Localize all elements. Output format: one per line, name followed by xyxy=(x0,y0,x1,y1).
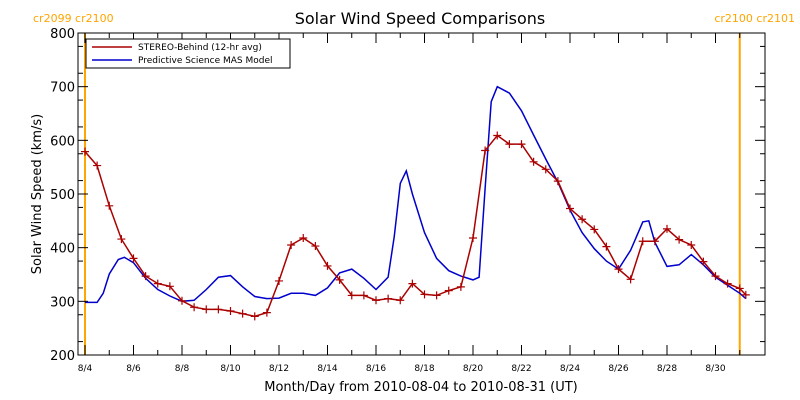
data-point-stereo-behind-54 xyxy=(735,284,744,293)
data-point-stereo-behind-8 xyxy=(178,296,186,305)
x-tick-label-2: 8/8 xyxy=(175,364,190,374)
series-line-mas-model xyxy=(85,85,747,304)
data-point-stereo-behind-47 xyxy=(650,237,659,246)
data-point-stereo-behind-6 xyxy=(153,279,162,288)
x-tick-label-9: 8/22 xyxy=(511,364,531,374)
data-point-stereo-behind-31 xyxy=(456,282,465,291)
series-line-stereo-behind xyxy=(84,134,747,318)
data-point-stereo-behind-7 xyxy=(165,282,174,291)
legend-label-mas-model: Predictive Science MAS Model xyxy=(138,56,273,66)
x-tick-label-0: 8/4 xyxy=(78,364,93,374)
y-tick-label-300: 300 xyxy=(50,295,75,310)
data-point-stereo-behind-24 xyxy=(372,296,380,305)
data-point-stereo-behind-30 xyxy=(444,286,453,295)
plot-frame xyxy=(77,32,766,356)
data-point-stereo-behind-13 xyxy=(238,309,247,318)
y-tick-label-400: 400 xyxy=(50,242,75,257)
x-tick-label-1: 8/6 xyxy=(126,364,141,374)
data-point-stereo-behind-46 xyxy=(638,237,647,246)
x-tick-label-3: 8/10 xyxy=(220,364,240,374)
data-point-stereo-behind-20 xyxy=(323,261,332,270)
data-point-stereo-behind-28 xyxy=(420,290,429,299)
data-point-stereo-behind-51 xyxy=(699,257,708,266)
data-point-stereo-behind-41 xyxy=(578,215,587,224)
data-point-stereo-behind-42 xyxy=(590,225,599,234)
cr-marker-label-0: cr2099 cr2100 xyxy=(33,12,114,25)
data-point-stereo-behind-27 xyxy=(408,279,417,288)
data-point-stereo-behind-37 xyxy=(529,157,538,166)
x-tick-label-7: 8/18 xyxy=(414,364,434,374)
data-point-stereo-behind-5 xyxy=(141,272,150,281)
legend: STEREO-Behind (12-hr avg) Predictive Sci… xyxy=(85,38,291,69)
data-point-stereo-behind-14 xyxy=(250,312,259,321)
y-tick-label-800: 800 xyxy=(50,27,75,42)
data-point-stereo-behind-11 xyxy=(214,305,223,314)
data-point-stereo-behind-21 xyxy=(335,275,344,284)
x-tick-label-4: 8/12 xyxy=(269,364,289,374)
data-point-stereo-behind-52 xyxy=(711,272,720,281)
series-layer xyxy=(81,85,750,321)
data-point-stereo-behind-10 xyxy=(202,305,211,314)
data-point-stereo-behind-25 xyxy=(384,294,393,303)
x-tick-label-11: 8/26 xyxy=(608,364,628,374)
data-point-stereo-behind-34 xyxy=(493,131,502,140)
data-point-stereo-behind-17 xyxy=(287,240,296,249)
x-axis-title: Month/Day from 2010-08-04 to 2010-08-31 … xyxy=(264,380,577,395)
data-point-stereo-behind-55 xyxy=(741,290,750,299)
data-point-stereo-behind-33 xyxy=(481,146,490,155)
data-point-stereo-behind-32 xyxy=(469,234,477,243)
data-point-stereo-behind-45 xyxy=(626,275,635,284)
data-point-stereo-behind-18 xyxy=(299,234,308,243)
data-point-stereo-behind-23 xyxy=(359,291,368,300)
data-point-stereo-behind-9 xyxy=(190,303,199,312)
x-tick-label-5: 8/14 xyxy=(317,364,337,374)
legend-box xyxy=(85,38,291,69)
data-point-stereo-behind-38 xyxy=(541,165,550,174)
chart-title: Solar Wind Speed Comparisons xyxy=(295,9,546,28)
data-point-stereo-behind-29 xyxy=(432,291,441,300)
data-point-stereo-behind-19 xyxy=(311,242,320,251)
data-point-stereo-behind-22 xyxy=(347,291,356,300)
y-tick-label-200: 200 xyxy=(50,349,75,364)
data-point-stereo-behind-49 xyxy=(675,235,684,244)
x-tick-label-12: 8/28 xyxy=(657,364,677,374)
x-tick-label-6: 8/16 xyxy=(366,364,386,374)
y-tick-label-500: 500 xyxy=(50,188,75,203)
legend-label-stereo-behind: STEREO-Behind (12-hr avg) xyxy=(138,43,262,53)
data-point-stereo-behind-0 xyxy=(81,147,89,156)
data-point-stereo-behind-53 xyxy=(723,279,732,288)
data-point-stereo-behind-4 xyxy=(129,254,138,263)
y-axis-ticks: 200 300 400 500 600 700 800 xyxy=(50,27,765,364)
data-point-stereo-behind-35 xyxy=(505,140,514,149)
data-point-stereo-behind-39 xyxy=(553,177,562,186)
data-point-stereo-behind-50 xyxy=(687,240,696,249)
x-tick-label-13: 8/30 xyxy=(705,364,725,374)
y-tick-label-700: 700 xyxy=(50,81,75,96)
data-point-stereo-behind-26 xyxy=(396,296,405,305)
y-axis-title: Solar Wind Speed (km/s) xyxy=(30,114,45,274)
data-point-stereo-behind-16 xyxy=(275,276,283,285)
data-point-stereo-behind-1 xyxy=(93,161,102,170)
data-point-stereo-behind-48 xyxy=(663,224,671,233)
data-point-stereo-behind-36 xyxy=(517,140,526,149)
data-point-stereo-behind-15 xyxy=(262,308,271,317)
x-tick-label-10: 8/24 xyxy=(560,364,580,374)
data-point-stereo-behind-2 xyxy=(105,201,114,210)
data-point-stereo-behind-3 xyxy=(117,235,126,244)
data-point-stereo-behind-44 xyxy=(614,265,623,274)
data-point-stereo-behind-43 xyxy=(602,242,611,251)
y-tick-label-600: 600 xyxy=(50,134,75,149)
x-axis-ticks: 8/4 8/6 8/8 8/10 8/12 8/14 8/16 8/18 8/20 8/22 8/2… xyxy=(78,33,741,374)
cr-marker-label-1: cr2100 cr2101 xyxy=(714,12,795,25)
data-point-stereo-behind-40 xyxy=(566,204,574,213)
x-tick-label-8: 8/20 xyxy=(463,364,483,374)
data-point-stereo-behind-12 xyxy=(226,306,235,315)
